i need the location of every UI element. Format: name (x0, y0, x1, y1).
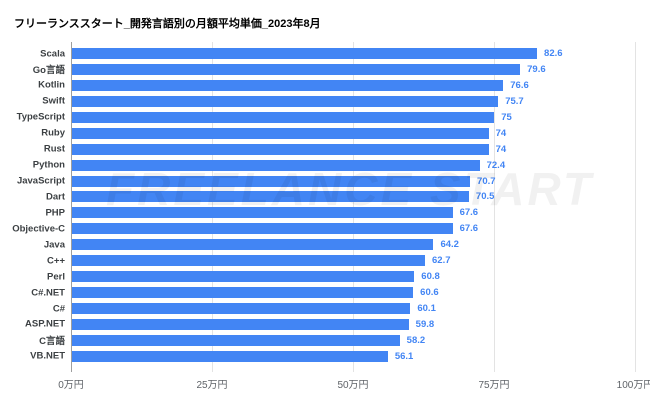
category-label: Ruby (41, 127, 65, 139)
category-label: Kotlin (38, 79, 65, 91)
bar (72, 159, 480, 171)
value-label: 72.4 (486, 159, 506, 171)
category-label: Java (43, 239, 65, 251)
bar (72, 127, 489, 139)
gridline (353, 42, 354, 372)
category-label: Dart (45, 191, 65, 203)
category-label: JavaScript (16, 175, 65, 187)
gridline (494, 42, 495, 372)
bar (72, 111, 495, 123)
category-label: TypeScript (16, 111, 65, 123)
value-label: 60.8 (421, 271, 440, 283)
bar-row: ASP.NET 59.8 (25, 318, 635, 330)
bar (72, 143, 489, 155)
bar (72, 334, 400, 346)
value-label: 60.6 (420, 287, 439, 299)
category-label: VB.NET (30, 350, 65, 362)
bar-row: C++ 62.7 (47, 255, 635, 267)
bar-row: Java 64.2 (44, 239, 635, 251)
value-label: 70.5 (475, 191, 495, 203)
value-label: 59.8 (415, 318, 435, 330)
bar (72, 79, 504, 91)
value-label: 75 (501, 111, 512, 123)
bar (72, 303, 411, 314)
category-label: C++ (47, 255, 65, 267)
plot-area: 0万円 25万円 50万円 75万円 100万円 Scala 82.6 Go言語 79.6 Kot… (12, 42, 650, 391)
bar (72, 191, 469, 203)
category-label: Rust (43, 143, 65, 155)
bar (72, 287, 414, 299)
bar-row: Kotlin 76.6 (38, 79, 635, 91)
bar-row: JavaScript 70.7 (17, 175, 635, 187)
gridline (635, 42, 636, 372)
bar-row: Scala 82.6 (40, 48, 635, 59)
bar-row: Objective-C 67.6 (12, 223, 635, 235)
gridline (212, 42, 213, 372)
category-label: Objective-C (12, 223, 65, 235)
category-label: Go言語 (32, 65, 65, 77)
x-axis-tick-label: 100万円 (616, 380, 650, 391)
category-label: ASP.NET (25, 318, 65, 330)
bar-row: VB.NET 56.1 (30, 350, 635, 362)
category-label: C# (52, 303, 65, 314)
y-axis-line (71, 42, 72, 372)
value-label: 82.6 (544, 48, 563, 59)
bar (72, 48, 538, 59)
value-label: 79.6 (527, 63, 546, 75)
value-label: 70.7 (477, 175, 496, 187)
bar-row: C言語 58.2 (39, 334, 635, 347)
value-label: 58.2 (406, 334, 426, 346)
bar-row: TypeScript 75 (17, 111, 635, 123)
value-label: 74 (495, 143, 507, 155)
bar-row: C#.NET 60.6 (31, 287, 635, 299)
bar-row: Ruby 74 (41, 127, 635, 139)
value-label: 60.1 (417, 303, 436, 314)
bars-group: Scala 82.6 Go言語 79.6 Kotlin 76.6 Swift 75.7 Type… (12, 48, 635, 362)
bar (72, 318, 409, 330)
bar-row: Rust 74 (44, 143, 635, 155)
value-label: 62.7 (432, 255, 451, 267)
bar-row: PHP 67.6 (45, 207, 635, 219)
bar (72, 239, 434, 251)
bar (72, 255, 425, 267)
x-axis-tick-label: 25万円 (196, 380, 228, 391)
value-label: 56.1 (394, 350, 414, 362)
category-label: C言語 (39, 336, 65, 348)
category-label: C#.NET (31, 287, 65, 299)
category-label: Scala (40, 48, 65, 59)
value-label: 75.7 (505, 95, 524, 107)
value-label: 74 (495, 127, 507, 139)
value-label: 67.6 (459, 223, 479, 235)
x-axis-tick-label: 0万円 (58, 380, 84, 391)
bar-row: C# 60.1 (53, 303, 635, 314)
bar (72, 223, 453, 235)
bar (72, 175, 471, 187)
bar (72, 350, 388, 362)
category-label: PHP (45, 207, 65, 219)
bar (72, 271, 415, 283)
bar-row: Dart 70.5 (46, 191, 635, 203)
x-axis-tick-label: 50万円 (337, 380, 369, 391)
value-label: 67.6 (459, 207, 479, 219)
chart-title: フリーランススタート_開発言語別の月額平均単価_2023年8月 (14, 18, 321, 30)
bar-row: Python 72.4 (33, 159, 635, 171)
bar (72, 63, 521, 75)
category-label: Python (32, 159, 65, 171)
bar-row: Swift 75.7 (42, 95, 635, 107)
x-axis-tick-label: 75万円 (478, 380, 510, 391)
bar (72, 207, 453, 219)
bar-row: Go言語 79.6 (33, 63, 635, 76)
category-label: Perl (47, 271, 65, 283)
bar (72, 95, 499, 107)
category-label: Swift (42, 95, 65, 107)
value-label: 64.2 (440, 239, 459, 251)
value-label: 76.6 (510, 79, 529, 91)
bar-row: Perl 60.8 (47, 271, 635, 283)
